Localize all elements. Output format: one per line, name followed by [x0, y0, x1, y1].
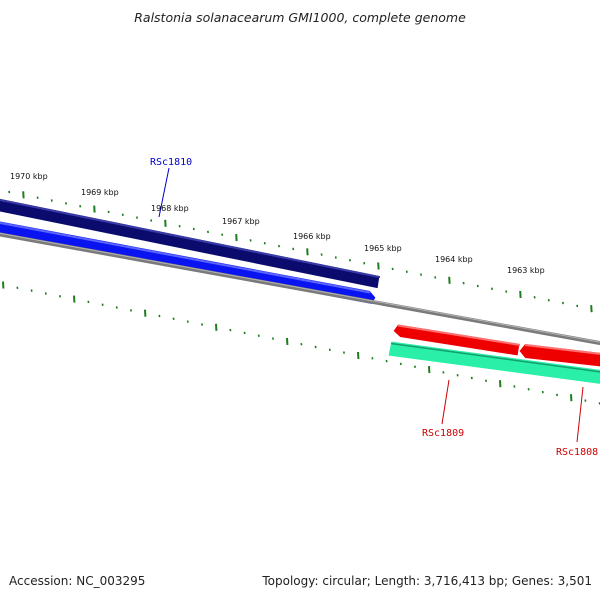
genome-summary: Topology: circular; Length: 3,716,413 bp… [262, 574, 592, 588]
rna-feature[interactable] [387, 340, 600, 385]
tick-label: 1966 kbp [293, 232, 331, 241]
outer-tick-ring [8, 190, 593, 313]
gene-label-rsc1810[interactable]: RSc1810 [150, 157, 192, 168]
gene-label-rsc1808[interactable]: RSc1808 [556, 447, 598, 458]
tick-label: 1968 kbp [151, 204, 189, 213]
tick-label: 1969 kbp [81, 188, 119, 197]
tick-label: 1963 kbp [507, 266, 545, 275]
tick-label: 1970 kbp [10, 172, 48, 181]
label-line-rsc1809 [441, 379, 450, 425]
gene-rsc1808-highlight [524, 344, 600, 355]
label-line-rsc1810 [158, 167, 170, 218]
forward-feature-dark[interactable] [0, 197, 381, 290]
accession-label: Accession: NC_003295 [9, 574, 146, 588]
gene-rsc1809-highlight [397, 324, 521, 346]
gene-rsc1810-highlight [0, 221, 371, 294]
gene-label-rsc1809[interactable]: RSc1809 [422, 428, 464, 439]
label-line-rsc1808 [576, 386, 584, 443]
tick-label: 1964 kbp [435, 255, 473, 264]
gene-rsc1808-arrow[interactable] [518, 342, 600, 368]
genome-backbone [0, 232, 600, 346]
rna-feature-highlight [390, 342, 600, 373]
inner-tick-ring [2, 281, 600, 405]
tick-label: 1965 kbp [364, 244, 402, 253]
gene-rsc1809-arrow[interactable] [392, 323, 521, 357]
map-title: Ralstonia solanacearum GMI1000, complete… [134, 10, 466, 25]
tick-labels: 1970 kbp 1969 kbp 1968 kbp 1967 kbp 1966 kbp… [10, 172, 545, 275]
forward-feature-dark-highlight [0, 198, 381, 279]
tick-label: 1967 kbp [222, 217, 260, 226]
